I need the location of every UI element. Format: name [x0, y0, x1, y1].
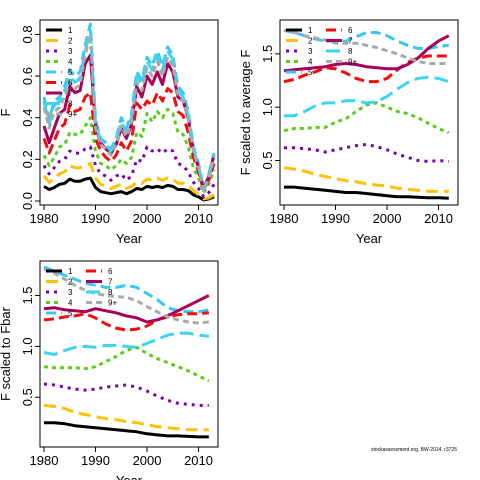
series-line-age-9plus — [42, 32, 216, 193]
series-line-age-2 — [283, 166, 449, 193]
legend-label: 5 — [308, 68, 313, 77]
legend-label: 8 — [348, 47, 353, 56]
legend-label: 7 — [108, 278, 113, 287]
legend-label: 2 — [68, 278, 73, 287]
series-line-age-7 — [283, 34, 450, 73]
y-tick-label: 1.5 — [20, 286, 35, 304]
legend-label: 1 — [68, 267, 73, 276]
y-tick-label: 0.2 — [20, 150, 35, 168]
y-tick-label: 0.4 — [20, 109, 35, 127]
series-line-age-1 — [43, 176, 215, 202]
y-tick-label: 0.6 — [20, 67, 35, 85]
series-line-age-4 — [283, 101, 450, 135]
legend-label: 6 — [348, 26, 353, 35]
series-line-age-2 — [42, 162, 215, 201]
plot-frame — [39, 260, 219, 448]
series-line-age-3 — [43, 382, 209, 407]
series-line-age-8 — [43, 331, 209, 356]
legend-label: 8 — [108, 288, 113, 297]
series-line-age-8 — [42, 28, 216, 193]
panel-f-scaled-average: 1980 1990 2000 2010 0.5 1.0 1.5 Year F scaled to… — [238, 19, 459, 246]
legend-label: 6 — [68, 79, 73, 88]
series-line-age-9plus — [283, 28, 449, 65]
y-axis-label: F — [0, 108, 13, 116]
y-tick-label: 0.5 — [260, 151, 275, 169]
x-axis-label: Year — [116, 473, 143, 480]
x-tick-label: 2000 — [133, 453, 162, 468]
x-tick-label: 1980 — [30, 453, 59, 468]
x-tick-label: 1990 — [81, 453, 110, 468]
legend-label: 3 — [68, 288, 73, 297]
legend-label: 1 — [308, 26, 313, 35]
x-tick-label: 2010 — [424, 211, 453, 226]
panel-f-scaled-fbar: 1980 1990 2000 2010 0.5 1.0 1.5 Year F scaled to… — [0, 260, 219, 480]
legend-label: 6 — [108, 267, 113, 276]
series-line-age-5 — [283, 28, 449, 50]
y-tick-label: 0.5 — [20, 388, 35, 406]
legend-label: 4 — [68, 299, 73, 308]
series-line-age-1 — [44, 421, 209, 439]
y-tick-label: 0.0 — [20, 192, 35, 210]
series-line-age-6 — [42, 87, 216, 193]
series-line-age-1 — [284, 185, 449, 200]
legend-label: 9+ — [108, 299, 117, 308]
series-line-age-3 — [284, 143, 449, 163]
credit-text: stockassessment.org, BW-2014, r3725 — [371, 447, 457, 453]
legend-label: 2 — [68, 37, 73, 46]
legend-label: 4 — [308, 58, 313, 67]
x-axis-label: Year — [356, 231, 383, 246]
x-tick-label: 2010 — [184, 211, 213, 226]
series-line-age-4 — [42, 107, 216, 195]
legend-label: 5 — [68, 309, 73, 318]
series-line-age-6 — [43, 311, 209, 332]
y-tick-label: 1.5 — [260, 45, 275, 63]
panel-f: 1980 1990 2000 2010 0.0 0.2 0.4 0.6 0.8 Year F 1 23 4… — [0, 19, 219, 246]
legend-label: 4 — [68, 58, 73, 67]
x-tick-label: 2010 — [184, 453, 213, 468]
legend-label: 3 — [308, 47, 313, 56]
x-axis-label: Year — [116, 231, 143, 246]
legend-label: 9+ — [348, 58, 357, 67]
y-axis-label: F scaled to Fbar — [0, 306, 13, 401]
legend-label: 8 — [68, 100, 73, 109]
series-line-age-4 — [43, 345, 210, 383]
x-tick-label: 1980 — [30, 211, 59, 226]
plot-frame — [279, 19, 459, 206]
x-tick-label: 1980 — [270, 211, 299, 226]
series-line-age-9plus — [43, 267, 209, 325]
y-tick-label: 0.8 — [20, 25, 35, 43]
legend-label: 7 — [68, 89, 73, 98]
x-tick-label: 1990 — [81, 211, 110, 226]
legend-label: 9+ — [68, 110, 77, 119]
y-tick-label: 1.0 — [260, 98, 275, 116]
series-line-age-8 — [284, 75, 450, 118]
y-axis-label: F scaled to average F — [238, 50, 253, 176]
series-line-age-3 — [42, 145, 216, 199]
legend-label: 5 — [68, 68, 73, 77]
x-tick-label: 1990 — [321, 211, 350, 226]
x-tick-label: 2000 — [373, 211, 402, 226]
legend-label: 2 — [308, 37, 313, 46]
series-line-age-7 — [43, 294, 210, 324]
plot-frame — [39, 19, 219, 206]
series-line-age-2 — [43, 403, 209, 432]
x-tick-label: 2000 — [133, 211, 162, 226]
legend-label: 1 — [68, 26, 73, 35]
legend-label: 7 — [348, 37, 353, 46]
legend-label: 3 — [68, 47, 73, 56]
y-tick-label: 1.0 — [20, 337, 35, 355]
